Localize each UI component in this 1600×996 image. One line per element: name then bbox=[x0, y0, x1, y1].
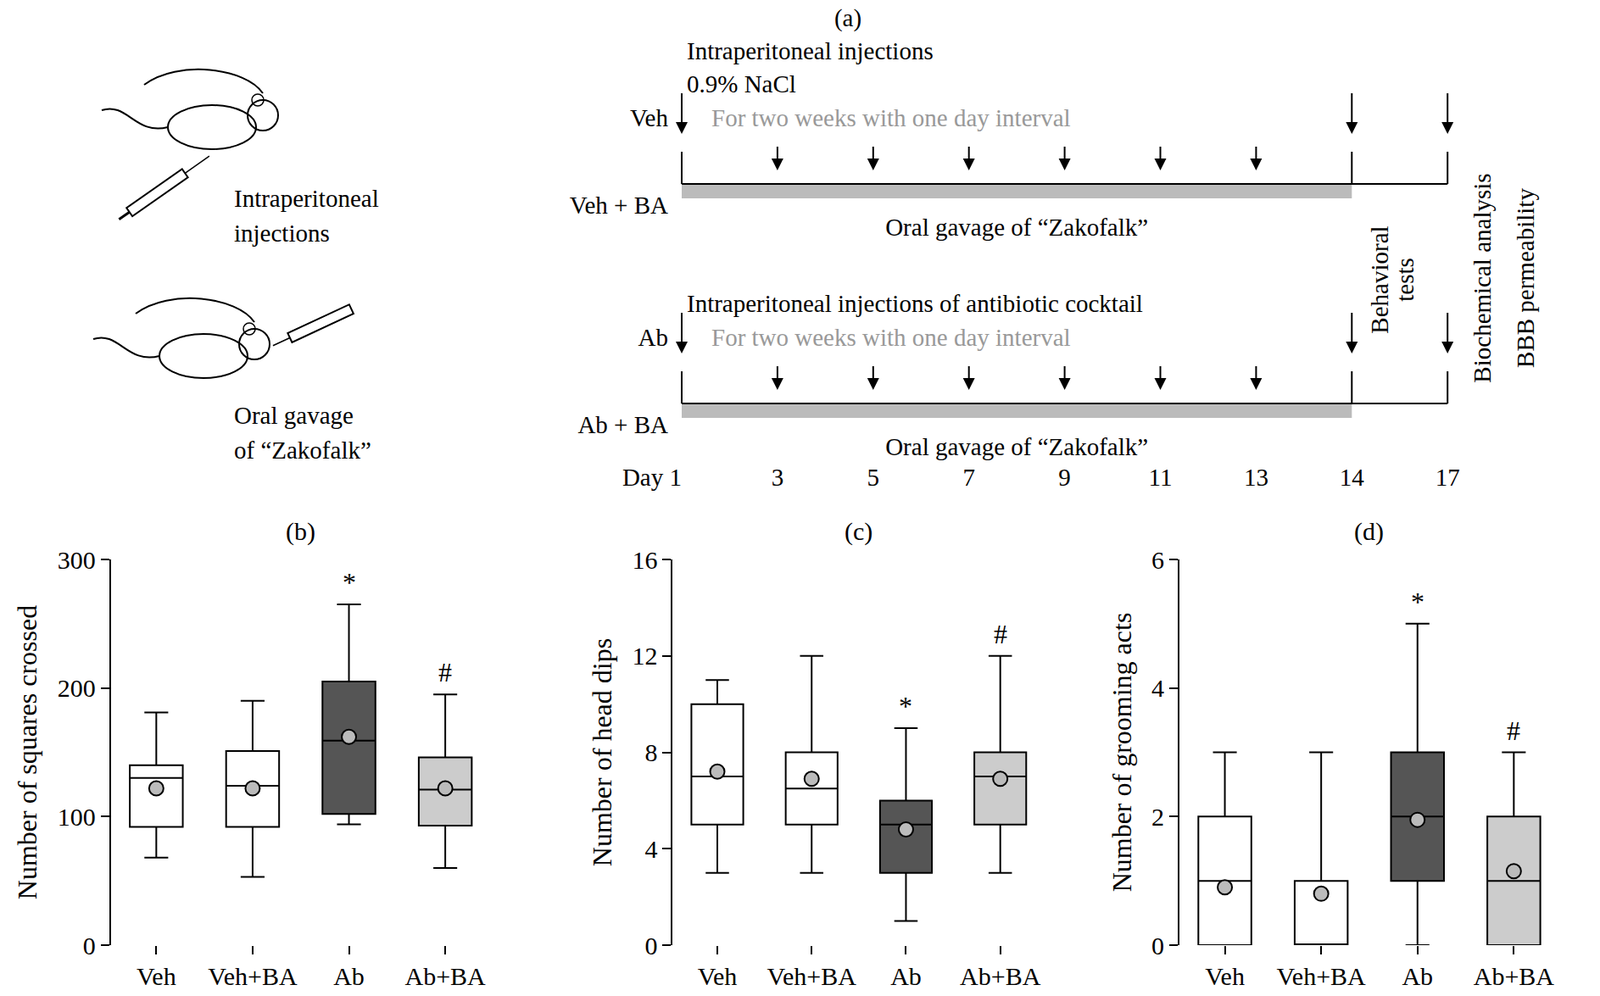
svg-text:Biochemical analysis: Biochemical analysis bbox=[1468, 172, 1496, 383]
svg-text:Veh+BA: Veh+BA bbox=[1276, 962, 1367, 991]
svg-text:2: 2 bbox=[1151, 802, 1165, 831]
svg-text:Behavioral: Behavioral bbox=[1365, 225, 1394, 334]
svg-text:Veh+BA: Veh+BA bbox=[767, 962, 858, 991]
svg-text:*: * bbox=[1410, 586, 1425, 618]
svg-text:Number of squares crossed: Number of squares crossed bbox=[11, 605, 43, 900]
svg-text:tests: tests bbox=[1391, 257, 1419, 302]
svg-text:Veh: Veh bbox=[136, 962, 177, 991]
svg-text:9: 9 bbox=[1058, 463, 1071, 491]
svg-text:Ab+BA: Ab+BA bbox=[959, 962, 1042, 991]
svg-text:6: 6 bbox=[1151, 546, 1165, 575]
svg-text:Ab+BA: Ab+BA bbox=[404, 962, 486, 991]
svg-text:Veh + BA: Veh + BA bbox=[569, 191, 669, 219]
svg-text:Oral gavage of “Zakofalk”: Oral gavage of “Zakofalk” bbox=[885, 213, 1149, 241]
svg-text:Veh+BA: Veh+BA bbox=[207, 962, 298, 991]
svg-text:4: 4 bbox=[1151, 674, 1165, 703]
svg-text:Veh: Veh bbox=[697, 962, 738, 991]
svg-text:12: 12 bbox=[631, 641, 658, 670]
svg-text:0: 0 bbox=[1151, 931, 1165, 960]
svg-text:0: 0 bbox=[83, 931, 96, 960]
svg-text:300: 300 bbox=[57, 546, 96, 575]
svg-text:#: # bbox=[993, 618, 1008, 650]
svg-text:Number of head dips: Number of head dips bbox=[586, 638, 618, 867]
svg-text:3: 3 bbox=[771, 463, 785, 491]
svg-text:11: 11 bbox=[1148, 463, 1173, 491]
svg-text:200: 200 bbox=[57, 674, 96, 703]
svg-text:Day 1: Day 1 bbox=[622, 463, 682, 491]
svg-text:Intraperitoneal: Intraperitoneal bbox=[234, 184, 380, 212]
svg-text:BBB permeability: BBB permeability bbox=[1511, 188, 1539, 368]
svg-text:Number of grooming acts: Number of grooming acts bbox=[1106, 613, 1138, 893]
svg-text:Intraperitoneal injections of: Intraperitoneal injections of antibiotic… bbox=[686, 289, 1143, 318]
svg-text:16: 16 bbox=[631, 546, 658, 575]
svg-text:Ab: Ab bbox=[1401, 962, 1433, 991]
svg-text:Ab: Ab bbox=[333, 962, 365, 991]
svg-text:14: 14 bbox=[1339, 463, 1366, 491]
svg-text:(c): (c) bbox=[844, 517, 873, 547]
svg-text:#: # bbox=[438, 657, 452, 688]
svg-text:For two weeks with one day int: For two weeks with one day interval bbox=[711, 104, 1071, 132]
svg-text:8: 8 bbox=[644, 738, 658, 767]
svg-text:Intraperitoneal injections: Intraperitoneal injections bbox=[686, 37, 934, 65]
svg-text:17: 17 bbox=[1435, 463, 1461, 491]
svg-text:*: * bbox=[342, 567, 357, 598]
svg-text:Oral gavage of “Zakofalk”: Oral gavage of “Zakofalk” bbox=[885, 433, 1149, 461]
svg-text:7: 7 bbox=[962, 463, 976, 491]
svg-text:Ab: Ab bbox=[638, 323, 669, 352]
svg-text:Veh: Veh bbox=[1204, 962, 1245, 991]
svg-text:Veh: Veh bbox=[629, 104, 669, 132]
svg-text:*: * bbox=[898, 691, 913, 722]
svg-text:For two weeks with one day int: For two weeks with one day interval bbox=[711, 323, 1071, 352]
svg-text:13: 13 bbox=[1243, 463, 1269, 491]
svg-text:of “Zakofalk”: of “Zakofalk” bbox=[234, 436, 372, 464]
svg-text:0: 0 bbox=[644, 931, 658, 960]
svg-text:100: 100 bbox=[57, 802, 96, 831]
svg-text:Ab: Ab bbox=[890, 962, 922, 991]
svg-text:Ab + BA: Ab + BA bbox=[577, 411, 669, 439]
svg-text:(d): (d) bbox=[1354, 517, 1384, 547]
svg-text:Ab+BA: Ab+BA bbox=[1473, 962, 1556, 991]
svg-text:4: 4 bbox=[644, 835, 658, 864]
svg-text:(b): (b) bbox=[285, 517, 316, 547]
svg-text:injections: injections bbox=[234, 219, 330, 247]
svg-text:Oral gavage: Oral gavage bbox=[234, 401, 354, 430]
svg-text:#: # bbox=[1506, 715, 1521, 747]
svg-text:(a): (a) bbox=[834, 4, 862, 33]
svg-text:5: 5 bbox=[867, 463, 881, 491]
svg-text:0.9% NaCl: 0.9% NaCl bbox=[686, 70, 797, 98]
